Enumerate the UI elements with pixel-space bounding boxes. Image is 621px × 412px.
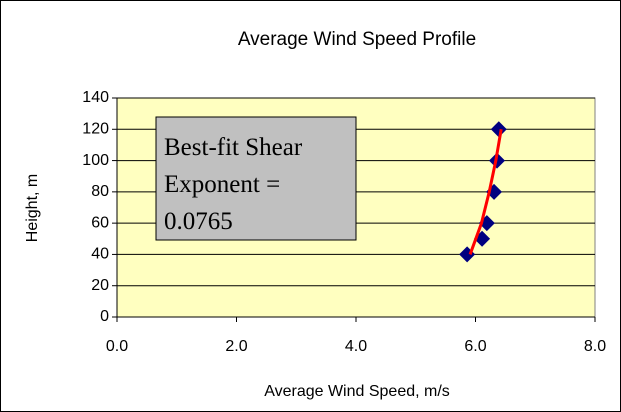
x-axis-label: Average Wind Speed, m/s (264, 383, 450, 400)
y-tick-label: 0 (100, 308, 109, 325)
annotation-text: Exponent = (164, 171, 280, 198)
data-point (490, 121, 507, 138)
annotation-text: Best-fit Shear (164, 134, 303, 161)
x-tick-label: 8.0 (584, 338, 606, 355)
chart-title: Average Wind Speed Profile (238, 29, 476, 50)
y-tick-label: 120 (82, 121, 109, 138)
y-tick-label: 80 (91, 183, 109, 200)
y-tick-label: 40 (91, 246, 109, 263)
x-tick-label: 2.0 (225, 338, 247, 355)
y-tick-label: 60 (91, 214, 109, 231)
x-tick-label: 4.0 (345, 338, 367, 355)
annotation-text: 0.0765 (164, 208, 233, 235)
x-tick-label: 0.0 (106, 338, 128, 355)
y-axis-label: Height, m (24, 174, 41, 242)
y-tick-label: 140 (82, 89, 109, 106)
y-tick-label: 20 (91, 277, 109, 294)
x-tick-label: 6.0 (464, 338, 486, 355)
fit-line (468, 129, 503, 255)
annotation-box (155, 116, 357, 241)
y-tick-label: 100 (82, 152, 109, 169)
